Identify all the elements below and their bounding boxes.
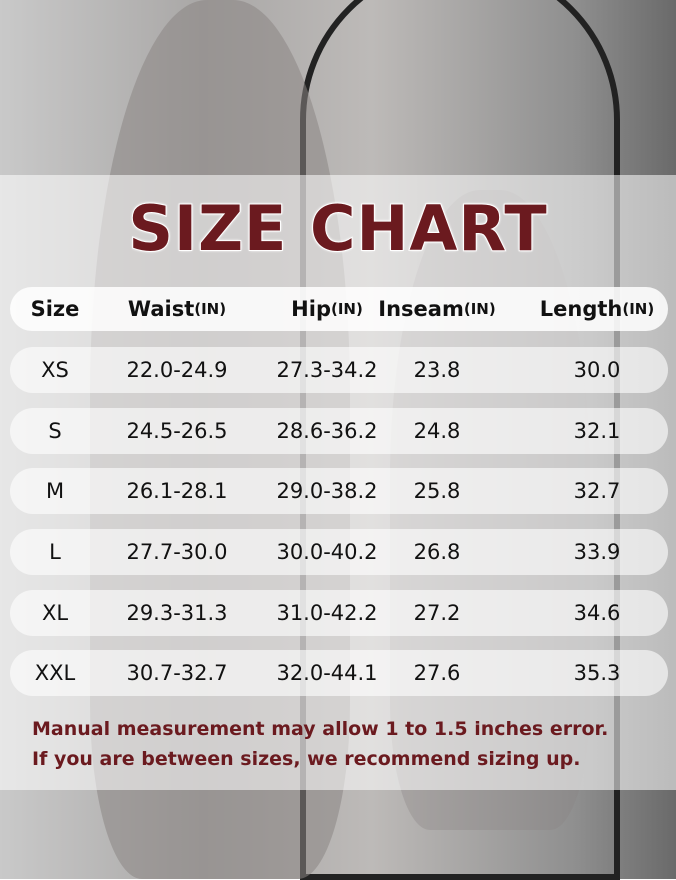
header-cell: Inseam (IN) — [378, 287, 495, 331]
table-cell: 24.8 — [413, 419, 461, 443]
header-label: Inseam — [378, 297, 464, 321]
table-cell: 30.0 — [573, 358, 621, 382]
header-row: Size Waist (IN) Hip (IN) Inseam (IN) Length (IN) — [10, 287, 668, 331]
header-label: Waist — [127, 297, 195, 321]
header-label: Length — [539, 297, 623, 321]
header-cell: Waist (IN) — [128, 287, 226, 331]
table-cell: 25.8 — [413, 479, 461, 503]
header-unit: (IN) — [622, 300, 655, 318]
table-cell: 26.8 — [413, 540, 461, 564]
table-cell: XS — [41, 358, 69, 382]
table-cell: S — [48, 419, 62, 443]
table-row: L 27.7-30.0 30.0-40.2 26.8 33.9 — [10, 529, 668, 575]
header-cell: Length (IN) — [540, 287, 654, 331]
table-row: XXL 30.7-32.7 32.0-44.1 27.6 35.3 — [10, 650, 668, 696]
table-cell: 23.8 — [413, 358, 461, 382]
table-cell: 32.7 — [573, 479, 621, 503]
table-cell: 29.0-38.2 — [276, 479, 378, 503]
header-cell: Hip (IN) — [291, 287, 363, 331]
header-unit: (IN) — [194, 300, 227, 318]
header-unit: (IN) — [463, 300, 496, 318]
table-cell: 28.6-36.2 — [276, 419, 378, 443]
table-cell: 31.0-42.2 — [276, 601, 378, 625]
table-row: M 26.1-28.1 29.0-38.2 25.8 32.7 — [10, 468, 668, 514]
chart-title: SIZE CHART — [127, 191, 548, 266]
table-cell: 35.3 — [573, 661, 621, 685]
table-cell: 22.0-24.9 — [126, 358, 228, 382]
table-row: S 24.5-26.5 28.6-36.2 24.8 32.1 — [10, 408, 668, 454]
table-cell: 33.9 — [573, 540, 621, 564]
table-row: XS 22.0-24.9 27.3-34.2 23.8 30.0 — [10, 347, 668, 393]
table-cell: 32.0-44.1 — [276, 661, 378, 685]
table-cell: 27.6 — [413, 661, 461, 685]
note-sizing: If you are between sizes, we recommend s… — [32, 748, 581, 770]
table-cell: 30.0-40.2 — [276, 540, 378, 564]
table-cell: 29.3-31.3 — [126, 601, 228, 625]
header-cell: Size — [31, 287, 80, 331]
table-cell: 26.1-28.1 — [126, 479, 228, 503]
table-cell: 24.5-26.5 — [126, 419, 228, 443]
table-cell: 34.6 — [573, 601, 621, 625]
note-measurement: Manual measurement may allow 1 to 1.5 in… — [32, 718, 609, 740]
table-cell: XXL — [34, 661, 76, 685]
table-cell: 30.7-32.7 — [126, 661, 228, 685]
table-cell: M — [45, 479, 65, 503]
header-unit: (IN) — [330, 300, 363, 318]
table-cell: 27.2 — [413, 601, 461, 625]
table-cell: 27.3-34.2 — [276, 358, 378, 382]
table-cell: 32.1 — [573, 419, 621, 443]
table-row: XL 29.3-31.3 31.0-42.2 27.2 34.6 — [10, 590, 668, 636]
table-cell: 27.7-30.0 — [126, 540, 228, 564]
header-label: Hip — [291, 297, 331, 321]
table-cell: L — [49, 540, 61, 564]
header-label: Size — [30, 297, 80, 321]
table-cell: XL — [41, 601, 69, 625]
